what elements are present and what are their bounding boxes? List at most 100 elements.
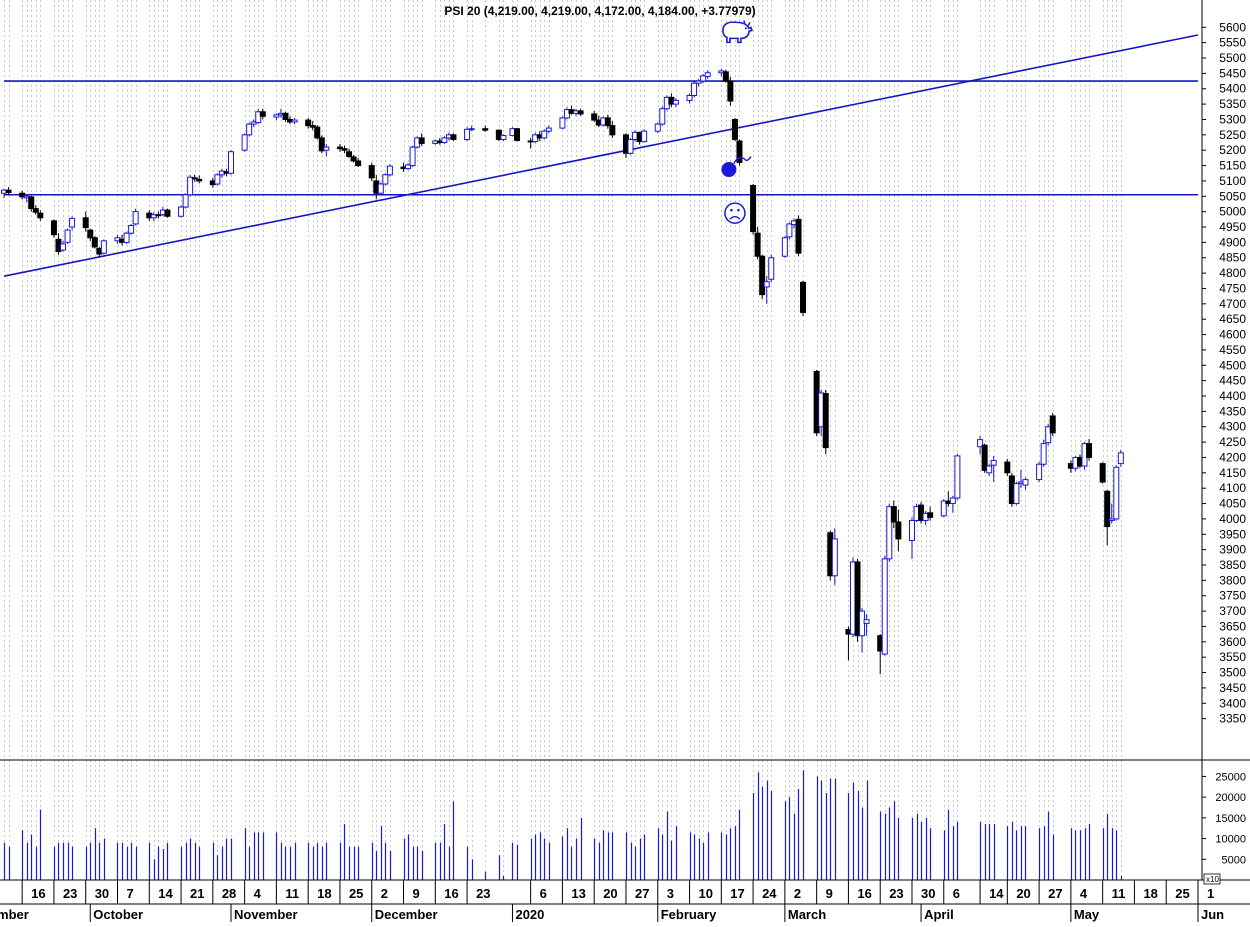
week-label: 2 bbox=[381, 886, 388, 901]
candle-body bbox=[1004, 461, 1011, 474]
price-tick-label: 5100 bbox=[1219, 174, 1246, 188]
candle-body bbox=[482, 128, 489, 131]
candle-body bbox=[241, 134, 248, 151]
week-label: 18 bbox=[317, 886, 331, 901]
price-tick-label: 4100 bbox=[1219, 481, 1246, 495]
bomb-icon bbox=[721, 156, 752, 178]
candle-body bbox=[704, 72, 711, 77]
candle-body bbox=[323, 146, 330, 151]
candle-body bbox=[800, 281, 807, 313]
candle-body bbox=[314, 126, 321, 139]
candle-body bbox=[954, 455, 961, 499]
price-tick-label: 3750 bbox=[1219, 589, 1246, 603]
candle-body bbox=[691, 82, 698, 97]
price-tick-label: 4750 bbox=[1219, 281, 1246, 295]
candle-body bbox=[100, 240, 107, 254]
candle-body bbox=[377, 183, 384, 194]
candle-body bbox=[368, 165, 375, 179]
candle-body bbox=[949, 497, 956, 505]
price-tick-label: 4050 bbox=[1219, 497, 1246, 511]
candle-body bbox=[736, 140, 743, 163]
candle-body bbox=[336, 146, 343, 150]
volume-tick-label: 5000 bbox=[1222, 854, 1246, 866]
price-tick-label: 4650 bbox=[1219, 312, 1246, 326]
face-eye-left bbox=[730, 208, 733, 212]
candle-body bbox=[50, 220, 57, 236]
candle-body bbox=[1045, 426, 1052, 444]
candle-body bbox=[318, 137, 325, 152]
week-label: 20 bbox=[1016, 886, 1030, 901]
week-label: 14 bbox=[989, 886, 1004, 901]
price-tick-label: 4550 bbox=[1219, 343, 1246, 357]
week-label: 27 bbox=[1048, 886, 1062, 901]
price-tick-label: 4250 bbox=[1219, 435, 1246, 449]
week-label: 27 bbox=[635, 886, 649, 901]
volume-bars bbox=[3, 770, 1123, 880]
candle-body bbox=[545, 127, 552, 132]
candle-body bbox=[246, 123, 253, 136]
candle-body bbox=[986, 465, 993, 474]
bomb-body bbox=[721, 162, 737, 178]
candle-body bbox=[259, 111, 266, 117]
price-tick-label: 4200 bbox=[1219, 450, 1246, 464]
week-label: 11 bbox=[285, 886, 299, 901]
week-label: 30 bbox=[95, 886, 109, 901]
candle-body bbox=[731, 118, 738, 140]
candle-body bbox=[768, 257, 775, 280]
month-label: September bbox=[0, 907, 29, 922]
week-label: 25 bbox=[1175, 886, 1189, 901]
week-label: 13 bbox=[571, 886, 585, 901]
candle-body bbox=[1117, 452, 1124, 465]
candle-body bbox=[1049, 415, 1056, 434]
month-label: May bbox=[1074, 907, 1100, 922]
price-tick-label: 5050 bbox=[1219, 189, 1246, 203]
candle-body bbox=[1104, 490, 1111, 528]
candle-body bbox=[1022, 479, 1029, 486]
candle-body bbox=[863, 619, 870, 624]
candle-body bbox=[890, 506, 897, 523]
week-label: 1 bbox=[1207, 886, 1214, 901]
price-tick-label: 3850 bbox=[1219, 558, 1246, 572]
price-tick-label: 3800 bbox=[1219, 573, 1246, 587]
candle-body bbox=[1108, 518, 1115, 521]
week-axis-labels: 16 23 30 7 14 21 28 4 11 18 25 2 9 16 23 6 13 20 27 3 10 17 24… bbox=[21, 880, 1214, 904]
candle-body bbox=[441, 137, 448, 144]
candle-body bbox=[60, 243, 67, 251]
price-tick-label: 3650 bbox=[1219, 619, 1246, 633]
week-label: 14 bbox=[158, 886, 173, 901]
candle-body bbox=[341, 148, 348, 151]
candle-body bbox=[895, 521, 902, 540]
week-label: 25 bbox=[349, 886, 363, 901]
candle-body bbox=[541, 130, 548, 139]
week-label: 23 bbox=[889, 886, 903, 901]
bomb-fuse bbox=[733, 156, 752, 164]
candle-body bbox=[255, 111, 262, 124]
month-label: 2020 bbox=[515, 907, 544, 922]
volume-multiplier-box bbox=[1203, 873, 1221, 885]
week-label: 17 bbox=[730, 886, 744, 901]
price-tick-label: 5500 bbox=[1219, 51, 1246, 65]
price-tick-label: 5150 bbox=[1219, 159, 1246, 173]
candle-body bbox=[196, 178, 203, 182]
volume-tick-label: 20000 bbox=[1215, 792, 1246, 804]
chart-title: PSI 20 (4,219.00, 4,219.00, 4,172.00, 4,… bbox=[444, 4, 755, 18]
month-label: December bbox=[375, 907, 438, 922]
candle-body bbox=[309, 125, 316, 128]
candle-body bbox=[659, 108, 666, 125]
week-label: 4 bbox=[1080, 886, 1088, 901]
price-tick-label: 5200 bbox=[1219, 143, 1246, 157]
month-label: April bbox=[924, 907, 954, 922]
signal-markers bbox=[721, 20, 753, 224]
candle-body bbox=[977, 439, 984, 448]
bull-body bbox=[722, 21, 753, 44]
candle-body bbox=[69, 217, 76, 228]
month-label: March bbox=[788, 907, 826, 922]
candle-body bbox=[695, 80, 702, 84]
candle-body bbox=[927, 512, 934, 518]
candle-body bbox=[273, 114, 280, 118]
week-label: 16 bbox=[857, 886, 871, 901]
candle-body bbox=[750, 185, 757, 233]
week-label: 11 bbox=[1112, 886, 1126, 901]
candle-body bbox=[187, 176, 194, 196]
